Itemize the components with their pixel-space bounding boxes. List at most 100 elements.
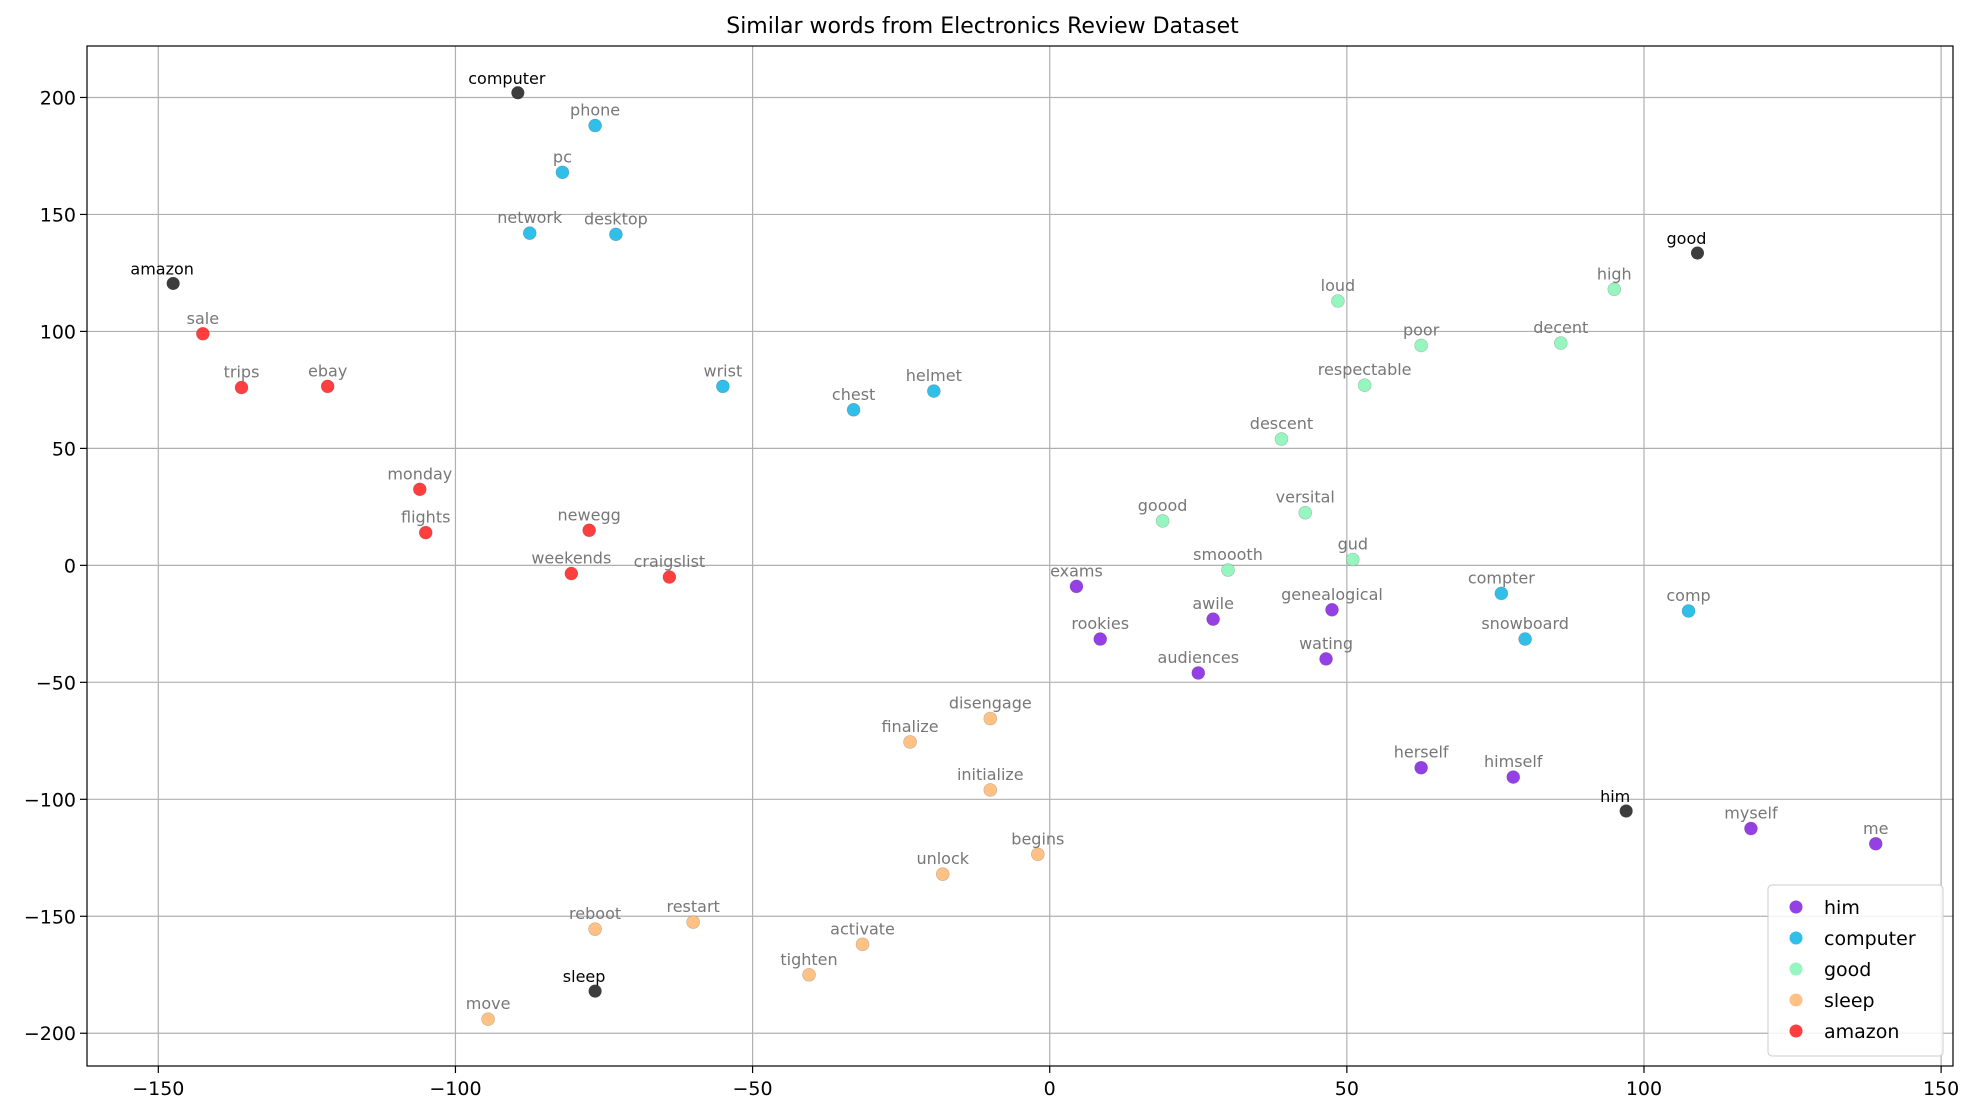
point-label: craigslist [634,552,706,571]
data-point [555,165,570,180]
data-point [1221,563,1235,577]
legend-entry: computer [1824,928,1916,950]
y-tick-label: −150 [24,906,76,928]
anchor-point [1690,246,1704,260]
data-point [1414,338,1428,353]
point-label: ebay [308,361,347,380]
data-point [234,380,249,395]
point-label: descent [1250,414,1313,433]
y-tick-label: −200 [24,1023,76,1045]
point-label: disengage [949,694,1032,713]
data-point [196,326,210,341]
data-point [1345,552,1360,567]
point-label: rookies [1071,614,1129,633]
data-point [1155,514,1170,528]
data-point [686,915,700,929]
anchor-point [1619,804,1633,818]
point-label: genealogical [1281,585,1383,604]
point-label: restart [666,897,719,916]
point-label: himself [1484,752,1543,771]
point-label: unlock [916,849,969,868]
y-tick-label: 200 [40,87,76,109]
legend-marker [1789,931,1803,945]
data-point [1494,586,1509,601]
point-label: monday [387,464,452,483]
x-tick-label: 150 [1923,1078,1959,1100]
data-point [522,226,537,240]
legend: him computer good sleep amazon [1767,884,1944,1057]
data-point [564,566,579,581]
point-label: newegg [558,505,621,524]
data-point [1325,603,1339,617]
point-label: reboot [569,904,621,923]
data-point [1274,432,1289,446]
point-label: desktop [584,209,648,228]
legend-marker [1789,993,1803,1007]
data-point [1298,505,1313,520]
data-point [846,402,861,417]
data-point [927,384,941,398]
point-label: poor [1403,320,1440,339]
point-label: gud [1338,535,1368,554]
legend-entry: him [1824,897,1860,919]
data-point [1744,821,1758,836]
point-label: activate [830,919,895,938]
point-label: flights [401,508,450,527]
anchor-label: sleep [563,967,606,986]
point-label: begins [1011,829,1064,848]
grid [87,46,1953,1066]
anchor-point [588,984,602,998]
point-label: chest [832,385,875,404]
point-label: network [497,208,563,227]
plot-frame [86,45,1954,1067]
legend-entry: good [1824,959,1871,981]
point-label: initialize [957,765,1024,784]
anchor-label: good [1667,229,1707,248]
data-point [1191,666,1206,680]
data-point [1319,652,1333,666]
x-tick-label: 50 [1335,1078,1359,1100]
x-tick-label: −50 [733,1078,773,1100]
x-tick-label: −150 [132,1078,184,1100]
data-point [412,482,427,497]
legend-marker [1789,1024,1803,1038]
point-label: high [1597,264,1632,283]
data-point [1868,836,1883,851]
point-label: tighten [780,950,837,969]
y-tick-label: −50 [36,672,76,694]
data-point [320,379,335,394]
data-point [935,867,950,881]
data-point [481,1012,495,1027]
point-label: helmet [906,366,962,385]
legend-box [1767,884,1944,1057]
point-label: snowboard [1481,614,1569,633]
data-point [1031,847,1045,862]
point-label: herself [1394,743,1449,762]
x-tick-label: 0 [1044,1078,1056,1100]
data-point [418,525,433,540]
point-label: trips [224,363,260,382]
data-point [1681,604,1696,618]
anchor-label: him [1600,787,1630,806]
chart-title: Similar words from Electronics Review Da… [726,14,1239,39]
data-points [166,86,1883,1027]
point-label: audiences [1158,648,1240,667]
point-label: sale [187,309,219,328]
y-tick-label: 50 [52,438,76,460]
data-point [1553,336,1568,350]
point-label: myself [1724,804,1778,823]
point-label: decent [1533,318,1588,337]
data-point [588,922,602,936]
point-label: finalize [881,717,938,736]
y-tick-label: −100 [24,789,76,811]
data-point [855,937,870,952]
anchor-point [166,276,180,290]
data-point [983,783,998,797]
point-label: comp [1666,586,1710,605]
point-label: compter [1468,568,1535,587]
point-label: exams [1050,561,1103,580]
x-tick-label: −100 [429,1078,481,1100]
axis-ticks: −150 −100 −50 0 50 100 150 −200 −150 −100 −50 0 50 10… [24,87,1959,1100]
data-point [983,711,998,726]
